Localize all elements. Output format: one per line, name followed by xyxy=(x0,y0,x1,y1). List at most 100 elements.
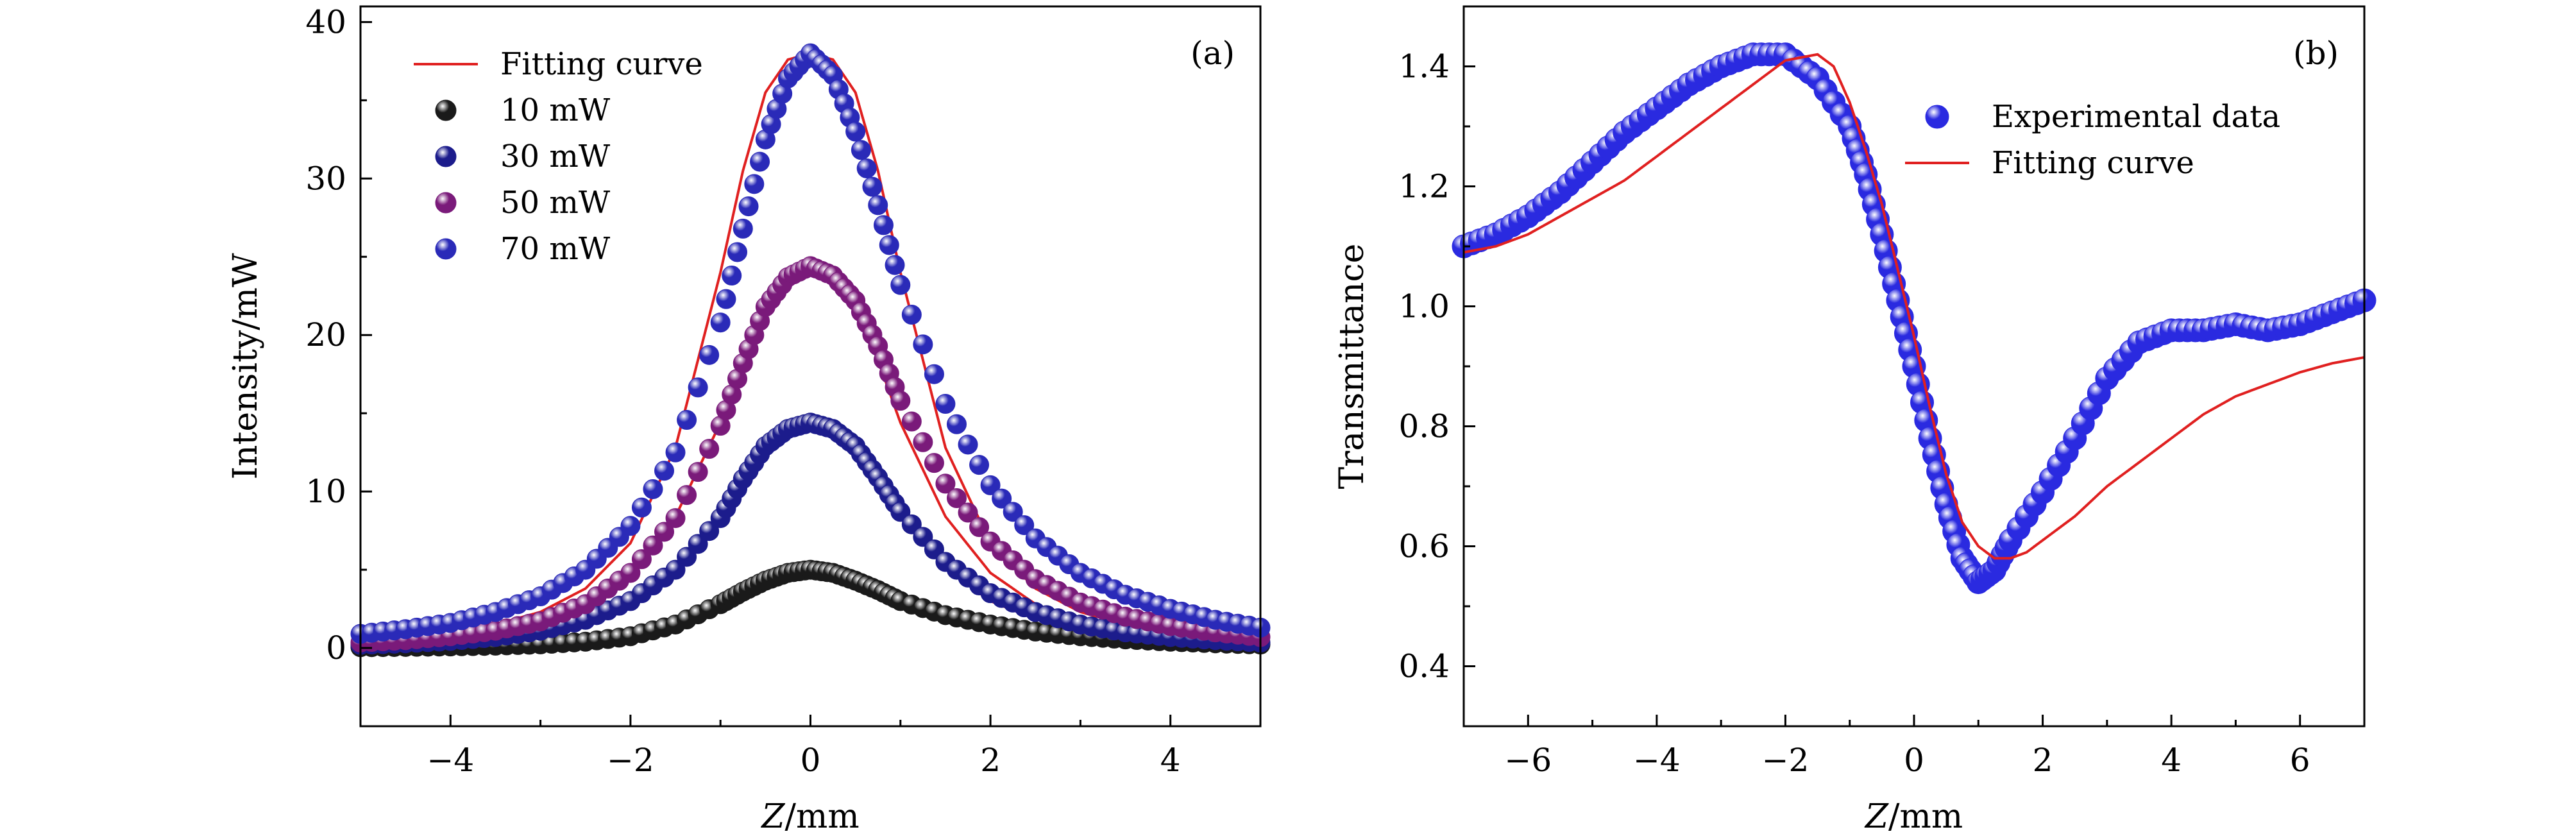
panel-a-data-points xyxy=(350,43,1271,658)
data-point-70-mw xyxy=(1003,502,1023,522)
data-point-70-mw xyxy=(631,497,652,518)
panel-b-x-tick-label: 6 xyxy=(2290,742,2310,779)
panel-b-y-tick-label: 0.8 xyxy=(1398,408,1450,445)
panel-a-fit-curves xyxy=(360,52,1261,648)
panel-b-x-tick-label: 4 xyxy=(2161,742,2182,779)
data-point-30-mw xyxy=(665,559,686,580)
data-point-70-mw xyxy=(688,377,708,398)
data-point-70-mw xyxy=(992,488,1012,509)
panel-b-x-tick-label: −6 xyxy=(1504,742,1552,779)
panel-b-y-tick-label: 1.0 xyxy=(1398,288,1450,325)
panel-b-y-tick-label: 1.4 xyxy=(1398,48,1450,85)
panel-b-y-axis-title: Transmittance xyxy=(1333,244,1371,489)
fit-curve-transmittance xyxy=(1463,53,2365,560)
panel-a-x-tick-label: 2 xyxy=(980,742,1001,779)
data-point-50-mw xyxy=(901,411,922,432)
data-point-50-mw xyxy=(946,488,967,508)
data-point-30-mw xyxy=(699,521,720,541)
legend-fit-label: Fitting curve xyxy=(500,46,703,82)
data-point-70-mw xyxy=(750,151,770,172)
data-point-70-mw xyxy=(643,479,663,499)
panel-a-x-axis-title: Z/mm xyxy=(760,797,859,834)
data-point-70-mw xyxy=(890,275,911,295)
data-point-30-mw xyxy=(677,547,697,567)
panel-b-x-tick-label: −2 xyxy=(1762,742,1809,779)
data-point-50-mw xyxy=(677,485,697,506)
legend-marker-50-mw xyxy=(435,192,457,214)
data-point-70-mw xyxy=(862,176,883,197)
data-point-70-mw xyxy=(733,218,753,239)
data-point-70-mw xyxy=(868,195,888,216)
data-point-50-mw xyxy=(643,535,663,556)
data-point-30-mw xyxy=(913,527,933,547)
panel-a-x-axis-variable: Z xyxy=(760,797,785,834)
legend-label: 70 mW xyxy=(500,231,611,267)
legend-label: Experimental data xyxy=(1992,99,2280,135)
data-point-50-mw xyxy=(935,473,956,494)
panel-b-x-tick-label: −4 xyxy=(1633,742,1681,779)
legend-marker-30-mw xyxy=(435,146,457,167)
data-point-50-mw xyxy=(631,549,652,570)
panel-b-label: (b) xyxy=(2293,35,2339,72)
panel-b-legend: Experimental data Fitting curve xyxy=(1905,99,2280,181)
panel-a-label: (a) xyxy=(1191,35,1235,72)
data-point-70-mw xyxy=(677,410,697,430)
data-point-70-mw xyxy=(851,140,871,160)
data-point-30-mw xyxy=(688,534,708,554)
data-point-70-mw xyxy=(744,174,765,194)
legend-label: 10 mW xyxy=(500,92,611,128)
fit-curve-70-mw xyxy=(360,52,1261,642)
legend-marker-70-mw xyxy=(435,238,457,260)
panel-a-x-tick-label: 0 xyxy=(801,742,821,779)
data-point-70-mw xyxy=(885,255,905,275)
data-point-70-mw xyxy=(873,215,894,235)
panel-b-x-tick-label: 2 xyxy=(2033,742,2053,779)
data-point-50-mw xyxy=(958,502,978,523)
data-point-70-mw xyxy=(665,442,686,463)
data-point-50-mw xyxy=(913,432,933,452)
panel-b-x-tick-label: 0 xyxy=(1904,742,1924,779)
data-point-50-mw xyxy=(654,522,675,542)
panel-a-x-tick-label: −4 xyxy=(427,742,474,779)
panel-b-y-tick-label: 0.6 xyxy=(1398,528,1450,565)
legend-marker-experimental xyxy=(1925,105,1949,129)
data-point-30-mw xyxy=(924,539,944,559)
data-point-30-mw xyxy=(890,502,911,522)
data-point-50-mw xyxy=(620,563,641,583)
data-point-70-mw xyxy=(879,235,899,255)
data-point-70-mw xyxy=(901,305,922,325)
data-point-70-mw xyxy=(958,434,978,455)
data-point-70-mw xyxy=(722,266,742,286)
data-point-70-mw xyxy=(699,345,720,365)
data-point-70-mw xyxy=(620,516,641,536)
panel-b-x-axis-unit: /mm xyxy=(1888,797,1963,834)
panel-a-y-tick-label: 0 xyxy=(326,629,346,667)
legend-marker-10-mw xyxy=(435,99,457,121)
data-point-70-mw xyxy=(913,334,933,355)
data-point-70-mw xyxy=(1014,515,1035,536)
panel-b-fit-curve xyxy=(1463,53,2365,560)
data-point-50-mw xyxy=(890,391,911,411)
panel-a-y-tick-label: 10 xyxy=(305,473,346,510)
data-point-50-mw xyxy=(969,517,990,538)
panel-b-y-tick-label: 1.2 xyxy=(1398,168,1450,205)
legend-label: 30 mW xyxy=(500,139,611,174)
panel-b-y-tick-label: 0.4 xyxy=(1398,648,1450,685)
panel-b-x-axis-variable: Z xyxy=(1864,797,1889,834)
data-point-70-mw xyxy=(727,242,748,262)
panel-b-axis-ticks: −6 −4 −2 0 2 4 6 0.4 0.6 0.8 1.0 1.2 1.4 xyxy=(1398,48,2366,779)
panel-a-y-axis-title: Intensity/mW xyxy=(226,253,265,480)
panel-a-x-axis-unit: /mm xyxy=(785,797,860,834)
data-point-70-mw xyxy=(716,289,736,309)
legend-label: 50 mW xyxy=(500,185,611,221)
data-point-50-mw xyxy=(924,453,944,473)
data-point-50-mw xyxy=(665,508,686,529)
data-point-70-mw xyxy=(980,475,1001,495)
data-point-70-mw xyxy=(710,312,731,333)
data-point-30-mw xyxy=(901,514,922,534)
data-point-50-mw xyxy=(688,462,708,482)
data-point-70-mw xyxy=(924,364,944,384)
